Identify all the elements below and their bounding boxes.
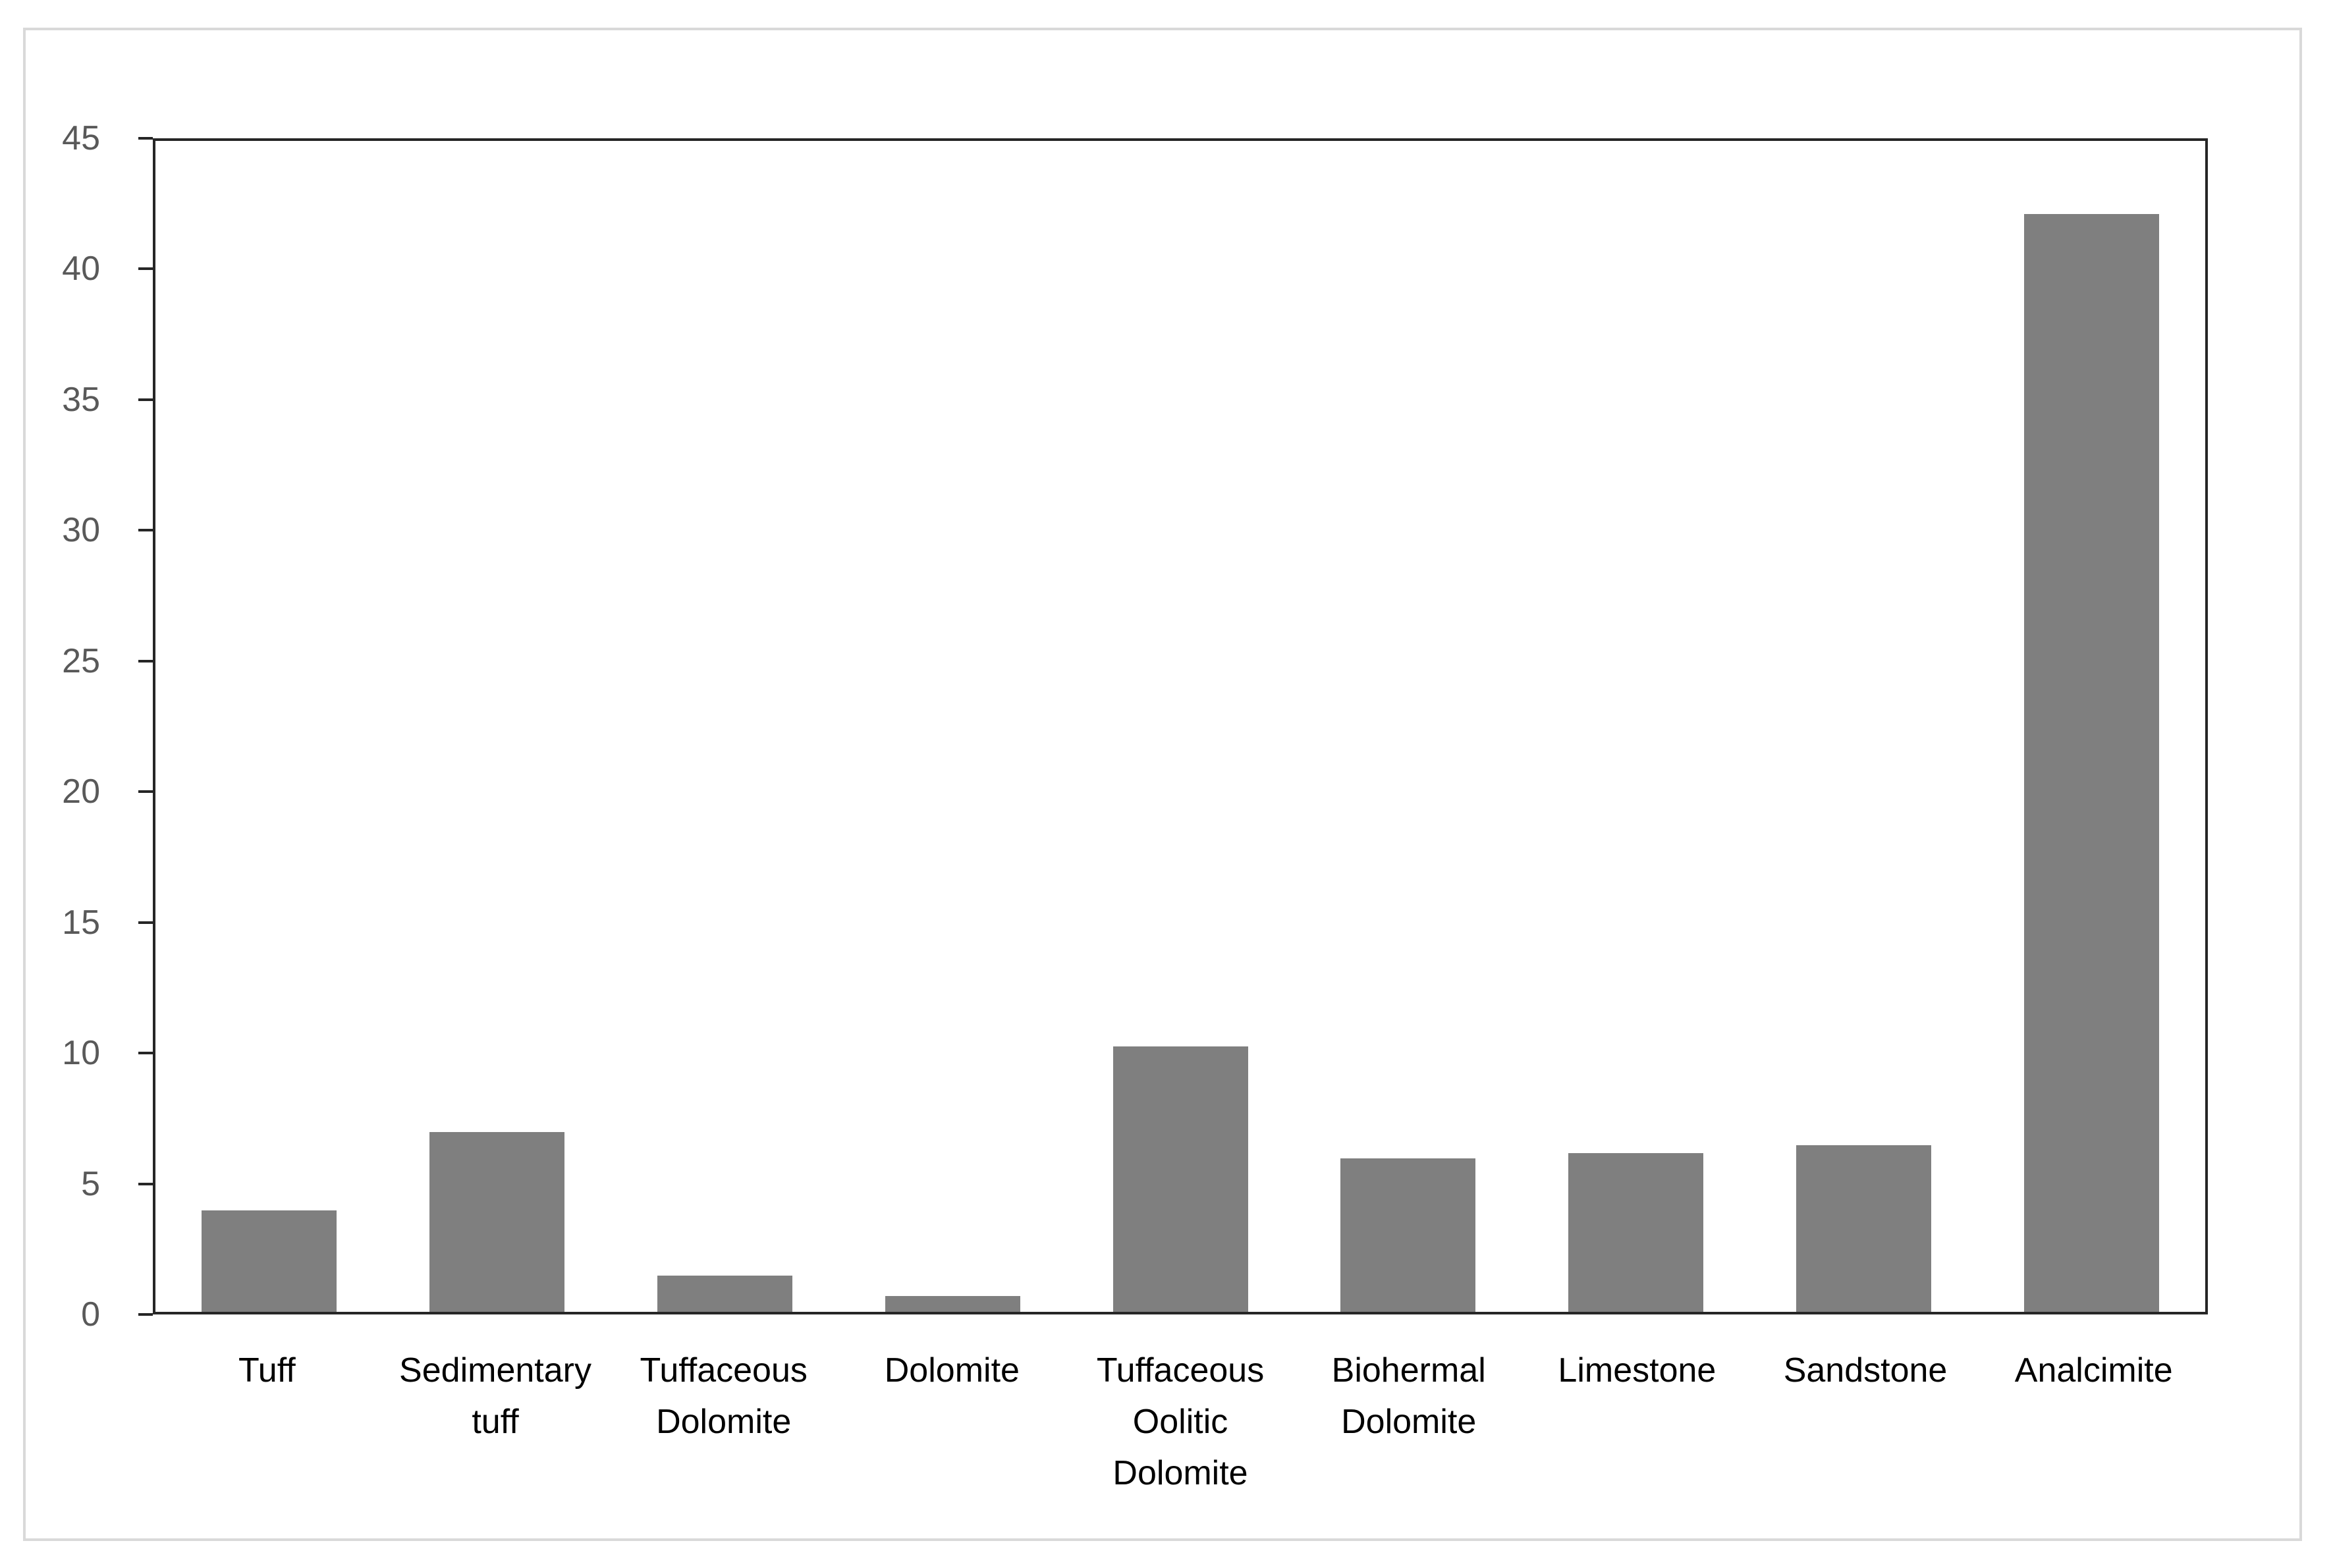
y-axis-tick	[138, 921, 153, 924]
x-category-label: Limestone	[1558, 1351, 1716, 1390]
x-category-label: Tuff	[238, 1351, 296, 1390]
y-axis-tick	[138, 267, 153, 271]
bar-sandstone	[1796, 1145, 1931, 1312]
y-axis-tick	[138, 137, 153, 140]
x-category-label: Sedimentary tuff	[399, 1351, 591, 1441]
y-tick-label: 0	[81, 1295, 100, 1334]
x-axis-category-labels: Tuff Sedimentary tuff Tuffaceous Dolomite D…	[153, 1345, 2208, 1499]
y-axis-tick	[138, 1313, 153, 1316]
y-axis-tick	[138, 790, 153, 794]
x-category-label: Biohermal Dolomite	[1331, 1351, 1486, 1441]
y-tick-label: 10	[62, 1034, 100, 1073]
x-category-label: Sandstone	[1783, 1351, 1948, 1390]
x-category-label: Analcimite	[2014, 1351, 2173, 1390]
bar-tuffaceous-dolomite	[657, 1276, 792, 1312]
y-axis-tick	[138, 398, 153, 401]
x-category-label: Dolomite	[884, 1351, 1020, 1390]
y-tick-label: 40	[62, 250, 100, 288]
bar-tuffaceous-oolitic-dolomite	[1113, 1046, 1248, 1312]
y-tick-label: 45	[62, 119, 100, 157]
bar-tuff	[202, 1210, 337, 1312]
x-category-label: Tuffaceous Oolitic Dolomite	[1096, 1351, 1265, 1492]
y-axis-tick	[138, 1182, 153, 1185]
y-axis-tick	[138, 529, 153, 532]
y-axis-tick	[138, 659, 153, 662]
bar-sedimentary-tuff	[429, 1132, 564, 1312]
y-tick-label: 5	[81, 1164, 100, 1203]
y-tick-label: 35	[62, 380, 100, 419]
bar-biohermal-dolomite	[1340, 1158, 1475, 1312]
bar-limestone	[1568, 1153, 1703, 1312]
y-tick-label: 20	[62, 772, 100, 811]
plot-area	[153, 138, 2208, 1314]
bar-dolomite	[885, 1296, 1020, 1312]
y-tick-label: 30	[62, 511, 100, 550]
y-axis-tick	[138, 1052, 153, 1055]
x-category-label: Tuffaceous Dolomite	[640, 1351, 808, 1441]
bar-analcimite	[2024, 214, 2159, 1312]
y-tick-label: 15	[62, 903, 100, 942]
y-tick-label: 25	[62, 641, 100, 680]
